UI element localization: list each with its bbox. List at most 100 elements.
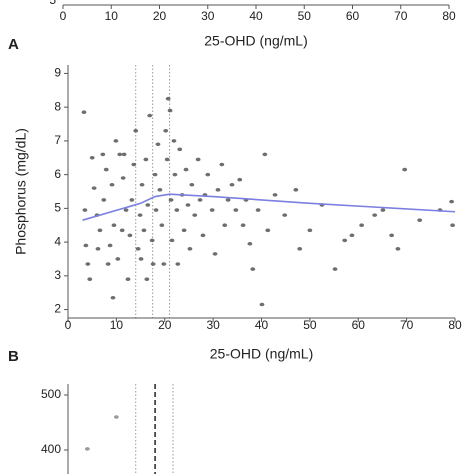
x-tick-label: 40 bbox=[249, 9, 263, 23]
data-point bbox=[165, 96, 171, 101]
data-point bbox=[192, 213, 198, 217]
data-point bbox=[143, 157, 149, 162]
x-tick-label: 0 bbox=[65, 318, 72, 332]
data-point bbox=[417, 218, 423, 222]
x-tick-label: 50 bbox=[298, 9, 312, 23]
data-point bbox=[117, 152, 123, 157]
data-point bbox=[135, 247, 141, 251]
data-point bbox=[449, 199, 455, 204]
x-tick-label: 70 bbox=[400, 318, 414, 332]
data-point bbox=[97, 228, 103, 233]
y-tick-label: 8 bbox=[54, 99, 61, 113]
data-point bbox=[153, 208, 159, 212]
data-point bbox=[82, 208, 88, 212]
x-axis-label: 25-OHD (ng/mL) bbox=[204, 33, 307, 49]
data-point bbox=[144, 277, 150, 282]
data-point bbox=[155, 142, 161, 147]
data-point bbox=[255, 208, 261, 212]
data-point bbox=[389, 233, 395, 238]
x-tick-label: 10 bbox=[110, 318, 124, 332]
data-point bbox=[91, 186, 97, 190]
data-point bbox=[175, 262, 181, 266]
x-tick-label: 50 bbox=[303, 318, 317, 332]
data-point bbox=[103, 167, 109, 172]
data-point bbox=[110, 295, 116, 300]
y-tick-label: 400 bbox=[41, 442, 61, 456]
data-point bbox=[121, 152, 127, 157]
x-tick-label: 60 bbox=[352, 318, 366, 332]
data-point bbox=[197, 198, 203, 202]
data-point bbox=[181, 228, 187, 233]
data-point bbox=[125, 277, 131, 282]
data-point bbox=[372, 213, 378, 217]
data-point bbox=[127, 233, 133, 238]
data-point bbox=[167, 108, 173, 113]
data-point bbox=[342, 238, 348, 243]
data-point bbox=[450, 223, 455, 228]
data-point bbox=[131, 162, 137, 167]
data-point bbox=[101, 198, 107, 202]
x-tick-label: 20 bbox=[158, 318, 172, 332]
x-tick-label: 80 bbox=[448, 318, 462, 332]
data-point bbox=[115, 257, 121, 261]
data-point bbox=[139, 182, 145, 187]
data-point bbox=[265, 228, 271, 233]
data-point bbox=[293, 188, 299, 192]
data-point bbox=[395, 247, 401, 251]
data-point bbox=[262, 152, 268, 157]
data-point bbox=[129, 198, 135, 202]
data-point bbox=[83, 243, 89, 248]
data-point bbox=[150, 262, 156, 266]
data-point bbox=[138, 257, 144, 261]
data-point bbox=[219, 162, 225, 167]
data-point bbox=[161, 262, 167, 266]
data-point bbox=[282, 213, 288, 217]
x-tick-label: 0 bbox=[60, 9, 67, 23]
data-point bbox=[171, 139, 177, 143]
data-point bbox=[169, 238, 175, 243]
data-point bbox=[259, 302, 265, 307]
data-point bbox=[109, 182, 115, 187]
data-point bbox=[222, 223, 228, 228]
y-tick-label: 5 bbox=[49, 0, 56, 7]
y-tick-label: 3 bbox=[54, 268, 61, 282]
data-point bbox=[113, 415, 119, 419]
data-point bbox=[147, 113, 153, 118]
data-point bbox=[168, 198, 174, 202]
data-point bbox=[81, 110, 87, 115]
data-point bbox=[380, 208, 386, 212]
data-point bbox=[229, 182, 235, 187]
x-tick-label: 80 bbox=[442, 9, 456, 23]
data-point bbox=[164, 157, 170, 162]
data-point bbox=[87, 277, 93, 282]
data-point bbox=[172, 172, 178, 177]
data-point bbox=[95, 247, 101, 251]
data-point bbox=[195, 157, 201, 162]
y-tick-label: 4 bbox=[54, 234, 61, 248]
y-tick-label: 500 bbox=[41, 387, 61, 401]
data-point bbox=[163, 128, 169, 133]
data-point bbox=[107, 243, 113, 248]
y-tick-label: 2 bbox=[54, 302, 61, 316]
data-point bbox=[307, 228, 313, 233]
data-point bbox=[402, 167, 408, 172]
data-point bbox=[119, 228, 125, 233]
data-point bbox=[159, 223, 165, 228]
data-point bbox=[145, 203, 151, 207]
data-point bbox=[349, 233, 355, 238]
data-point bbox=[205, 172, 211, 177]
panel-label: A bbox=[8, 36, 19, 53]
data-point bbox=[174, 208, 180, 212]
data-point bbox=[247, 241, 253, 246]
data-point bbox=[120, 176, 126, 180]
x-axis-label: 25-OHD (ng/mL) bbox=[210, 346, 313, 362]
data-point bbox=[233, 208, 239, 212]
y-tick-label: 6 bbox=[54, 167, 61, 181]
data-point bbox=[105, 262, 111, 266]
data-point bbox=[89, 155, 95, 160]
data-point bbox=[272, 193, 278, 197]
data-point bbox=[157, 188, 163, 192]
data-point bbox=[113, 139, 119, 143]
y-tick-label: 9 bbox=[54, 66, 61, 80]
